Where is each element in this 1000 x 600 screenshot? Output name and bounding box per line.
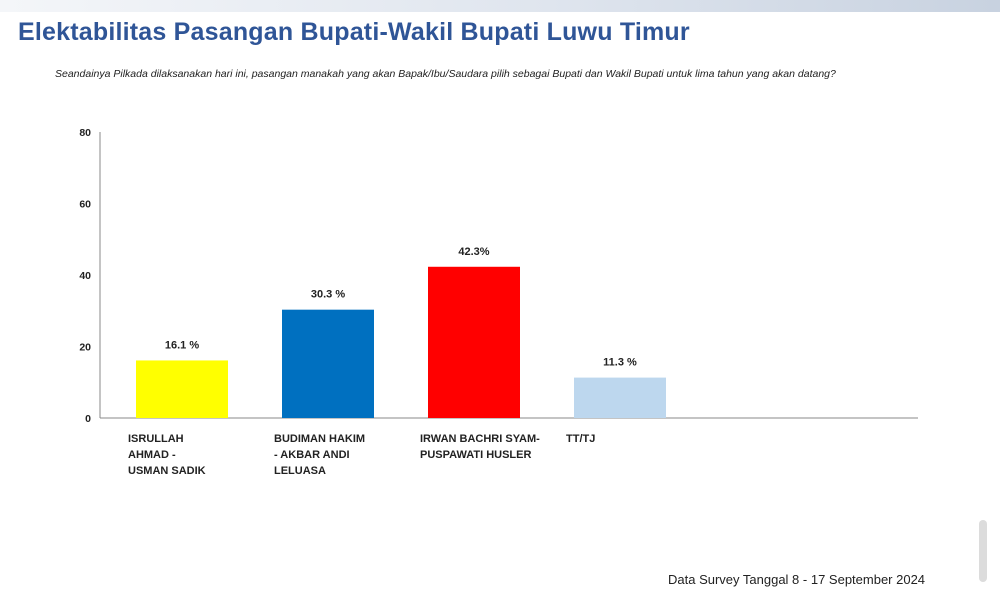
data-label: 42.3% [458, 246, 489, 258]
data-label: 30.3 % [311, 289, 345, 301]
page-title: Elektabilitas Pasangan Bupati-Wakil Bupa… [18, 18, 690, 46]
y-tick-label: 40 [79, 270, 91, 282]
y-tick-label: 60 [79, 199, 91, 211]
category-label: - AKBAR ANDI [274, 449, 350, 461]
category-label: LELUASA [274, 465, 326, 477]
category-label: BUDIMAN HAKIM [274, 433, 365, 445]
data-label: 16.1 % [165, 339, 199, 351]
y-tick-label: 20 [79, 342, 91, 354]
category-label: AHMAD - [128, 449, 176, 461]
bar [428, 266, 520, 418]
category-label: ISRULLAH [128, 433, 184, 445]
header-band [0, 0, 1000, 12]
category-label: PUSPAWATI HUSLER [420, 449, 531, 461]
y-tick-label: 80 [79, 127, 91, 139]
y-tick-label: 0 [85, 413, 91, 425]
scrollbar-thumb[interactable] [979, 520, 987, 582]
bar [574, 377, 666, 418]
footer-note: Data Survey Tanggal 8 - 17 September 202… [668, 572, 926, 587]
category-label: IRWAN BACHRI SYAM- [420, 433, 540, 445]
bar [136, 360, 228, 418]
data-label: 11.3 % [603, 357, 637, 369]
survey-question: Seandainya Pilkada dilaksanakan hari ini… [55, 68, 836, 80]
category-label: USMAN SADIK [128, 465, 206, 477]
category-label: TT/TJ [566, 433, 595, 445]
bar [282, 309, 374, 418]
